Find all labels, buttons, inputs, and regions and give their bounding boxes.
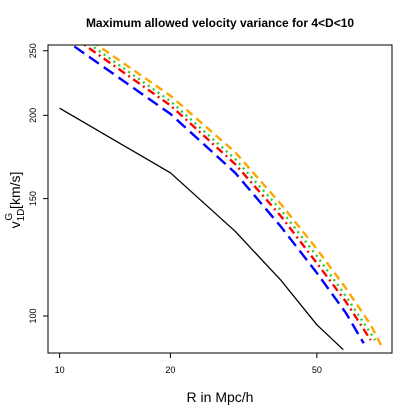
x-axis-title: R in Mpc/h: [187, 389, 254, 405]
y-axis-title-superscript: G: [4, 213, 15, 221]
y-axis-title-base: v: [7, 221, 23, 228]
y-tick-label-150: 150: [28, 191, 38, 206]
series-line-3: [82, 45, 372, 341]
y-tick-label-200: 200: [28, 108, 38, 123]
plot-frame: [47, 44, 393, 354]
series-line-5: [95, 45, 383, 348]
y-tick-label-250: 250: [28, 43, 38, 58]
x-tick-label-50: 50: [312, 365, 322, 375]
y-axis-title-subscript: 1D: [16, 209, 27, 222]
series-layer: [59, 45, 383, 351]
y-axis-title: v1DG [km/s]: [4, 172, 27, 229]
y-axis: 100 150 200 250: [28, 43, 48, 324]
x-tick-label-10: 10: [55, 365, 65, 375]
series-line-1: [59, 107, 344, 351]
y-tick-label-100: 100: [28, 308, 38, 323]
x-axis: 10 20 50: [55, 353, 322, 375]
y-axis-title-unit: [km/s]: [7, 172, 23, 213]
x-tick-label-20: 20: [165, 365, 175, 375]
chart-title: Maximum allowed velocity variance for 4<…: [86, 16, 354, 30]
series-line-2: [70, 45, 365, 344]
